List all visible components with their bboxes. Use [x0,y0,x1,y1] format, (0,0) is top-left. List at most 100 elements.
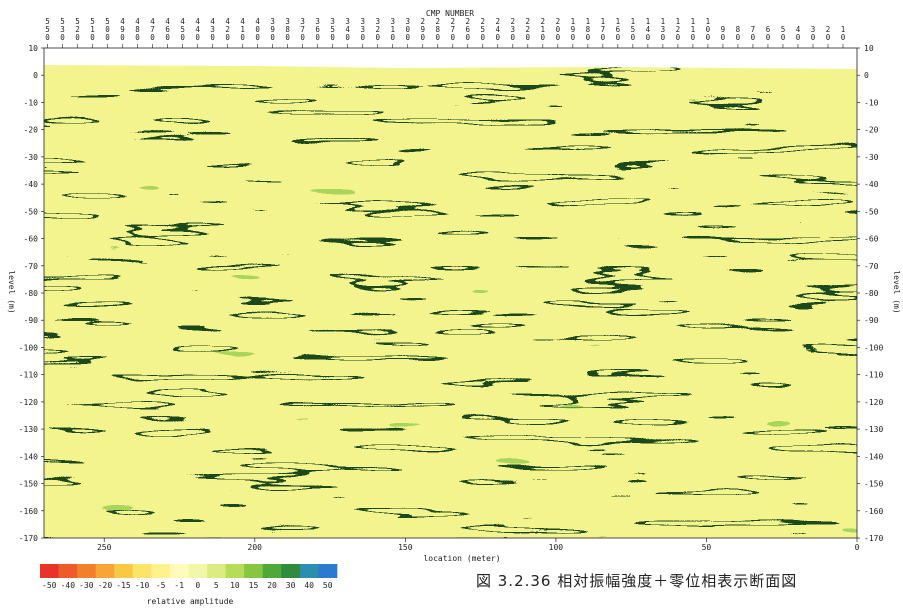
y-tick-label-right: -150 [864,480,883,489]
y-tick-label-right: -110 [864,371,883,380]
y-tick-label-left: 10 [28,44,38,53]
colorbar-swatch [169,564,189,578]
colorbar-swatch [77,564,96,578]
colorbar-swatch [244,564,264,578]
y-axis-label-right: level (m) [892,270,901,313]
seismic-section [44,48,857,538]
y-tick-label-left: -150 [19,480,38,489]
colorbar-tick-label: -15 [116,581,131,590]
section-top-mask [44,48,857,69]
y-tick-label-right: -80 [864,289,879,298]
colorbar-tick-label: 10 [230,581,240,590]
colorbar-swatch [188,564,208,578]
figure-caption: 図 3.2.36 相対振幅強度＋零位相表示断面図 [476,572,798,590]
y-tick-label-right: -140 [864,452,883,461]
colorbar-swatch [225,564,245,578]
y-tick-label-right: -120 [864,398,883,407]
colorbar-swatch [281,564,301,578]
y-tick-label-right: -50 [864,207,879,216]
colorbar-swatch [58,564,78,578]
y-tick-label-right: 10 [864,44,874,53]
y-tick-label-left: -60 [24,235,39,244]
y-tick-label-right: -60 [864,235,879,244]
cmp-number-labels: 5 5 0 5 3 0 5 2 0 5 1 0 5 0 0 4 9 0 4 8 0 4 7 0 4 6 0 4 5 0 4 4 0 4 3 0 4 2 0 4… [45,17,846,42]
y-tick-label-left: -40 [24,180,39,189]
y-tick-label-right: -170 [864,534,883,543]
y-tick-label-left: 0 [33,71,38,80]
colorbar-tick-label: -20 [98,581,113,590]
colorbar-swatch [318,564,338,578]
colorbar: -50 -40 -30 -20 -15 -10 -5 -1 0 5 10 15 20 30 40 50 [40,564,338,590]
chart-title: CMP NUMBER [426,9,474,18]
colorbar-swatch [132,564,152,578]
colorbar-swatch [299,564,319,578]
x-tick-label: 200 [248,543,263,552]
colorbar-tick-label: 30 [286,581,296,590]
colorbar-swatch [40,564,59,578]
x-axis-label: location (meter) [423,554,500,563]
colorbar-tick-label: -10 [135,581,150,590]
y-tick-label-left: -140 [19,452,38,461]
colorbar-tick-label: 15 [249,581,259,590]
y-tick-label-right: -20 [864,126,879,135]
y-tick-label-left: -170 [19,534,38,543]
colorbar-tick-label: 50 [323,581,333,590]
colorbar-tick-label: 0 [195,581,200,590]
y-tick-label-right: 0 [864,71,869,80]
colorbar-tick-label: 40 [304,581,314,590]
y-tick-label-left: -130 [19,425,38,434]
colorbar-tick-label: 20 [267,581,277,590]
section-zero-phase-lines [44,48,857,538]
cmp-tick-marks [47,44,844,48]
y-tick-label-right: -130 [864,425,883,434]
x-tick-label: 50 [702,543,712,552]
y-tick-label-right: -40 [864,180,879,189]
y-tick-label-right: -100 [864,343,883,352]
colorbar-tick-label: 5 [214,581,219,590]
y-tick-label-left: -90 [24,316,39,325]
colorbar-tick-label: -30 [79,581,94,590]
